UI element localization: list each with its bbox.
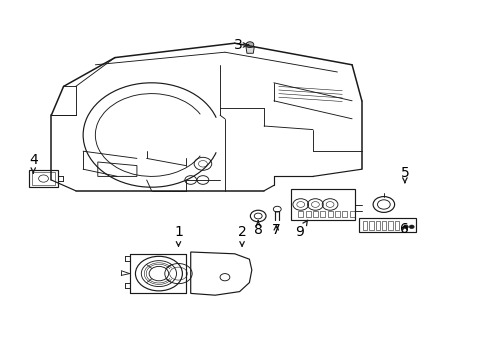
Text: 9: 9 (294, 220, 307, 239)
Bar (312, 211, 317, 217)
Bar (362, 221, 366, 230)
Bar (290, 189, 354, 220)
Bar (29, 170, 58, 187)
Text: 7: 7 (271, 224, 280, 237)
Bar (359, 218, 415, 232)
Bar (349, 211, 354, 217)
Bar (342, 211, 346, 217)
Text: 3: 3 (234, 38, 248, 52)
Bar (327, 211, 332, 217)
Circle shape (403, 225, 407, 229)
Text: 8: 8 (253, 221, 262, 237)
Bar (320, 211, 325, 217)
Circle shape (245, 42, 253, 48)
Bar (298, 211, 303, 217)
Text: 5: 5 (400, 166, 408, 183)
Bar (334, 211, 339, 217)
Bar (375, 221, 379, 230)
Text: 1: 1 (174, 225, 183, 246)
Text: 4: 4 (29, 153, 38, 173)
Text: 2: 2 (237, 225, 246, 246)
Bar (305, 211, 310, 217)
Polygon shape (245, 47, 254, 53)
Bar (387, 221, 392, 230)
Circle shape (408, 225, 413, 229)
Bar (32, 172, 55, 185)
Bar (394, 221, 398, 230)
Bar (368, 221, 373, 230)
Bar (381, 221, 386, 230)
Text: 6: 6 (400, 222, 408, 235)
